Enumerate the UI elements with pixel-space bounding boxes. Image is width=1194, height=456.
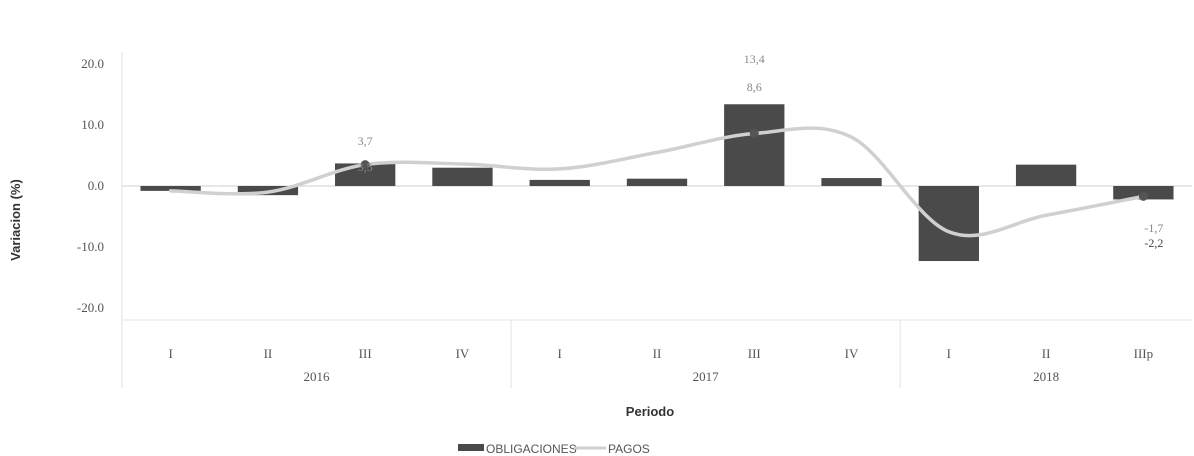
bar-obligaciones (918, 186, 979, 262)
data-label: -2,2 (1144, 236, 1163, 250)
x-group-label: 2016 (304, 369, 331, 384)
y-tick-label: 20.0 (81, 56, 104, 71)
marker-pagos (749, 129, 759, 139)
obligaciones-bars (140, 104, 1174, 262)
x-tick-label: II (264, 346, 273, 361)
bar-obligaciones (626, 178, 688, 186)
marker-pagos (1138, 191, 1148, 201)
x-tick-label: IIIp (1134, 346, 1154, 361)
line-pagos (168, 126, 1146, 238)
y-tick-label: 10.0 (81, 117, 104, 132)
point-pagos (266, 190, 270, 194)
x-group-label: 2018 (1033, 369, 1059, 384)
bar-obligaciones (821, 178, 882, 186)
point-pagos (947, 230, 951, 234)
y-tick-label: 0.0 (88, 178, 104, 193)
bar-obligaciones (432, 167, 493, 186)
x-group-label: 2017 (693, 369, 720, 384)
marker-pagos (360, 160, 370, 170)
x-tick-label: III (748, 346, 761, 361)
x-tick-label: II (653, 346, 662, 361)
point-pagos (850, 135, 854, 139)
x-tick-label: I (168, 346, 172, 361)
bar-obligaciones (529, 179, 590, 186)
x-tick-label: I (558, 346, 562, 361)
point-pagos (558, 167, 562, 171)
pagos-line (168, 126, 1148, 238)
data-label: 3,5 (358, 160, 373, 174)
point-pagos (460, 162, 464, 166)
y-tick-label: -20.0 (77, 300, 104, 315)
bar-obligaciones (724, 104, 785, 186)
x-tick-label: IV (456, 346, 470, 361)
bar-obligaciones (140, 186, 201, 191)
data-label: 3,7 (358, 134, 373, 148)
legend-obligaciones-swatch (458, 444, 484, 451)
x-tick-label: III (359, 346, 372, 361)
point-pagos (169, 189, 173, 193)
point-pagos (655, 150, 659, 154)
x-tick-label: II (1042, 346, 1051, 361)
legend-obligaciones-label: OBLIGACIONES (486, 442, 577, 456)
x-tick-label: IV (845, 346, 859, 361)
bar-obligaciones (1015, 164, 1077, 186)
legend: OBLIGACIONES PAGOS (458, 442, 650, 456)
legend-pagos-label: PAGOS (608, 442, 650, 456)
y-tick-label: -10.0 (77, 239, 104, 254)
x-axis-title: Periodo (626, 404, 674, 419)
point-pagos (1044, 213, 1048, 217)
data-label: 13,4 (744, 52, 765, 66)
data-label: 8,6 (747, 80, 762, 94)
data-labels: 3,7 3,5 13,4 8,6 -1,7-2,2 (358, 52, 1164, 250)
y-axis-title: Variacion (%) (8, 179, 23, 261)
x-tick-label: I (947, 346, 951, 361)
data-label: -1,7 (1144, 221, 1163, 235)
y-axis: 20.0 10.0 0.0 -10.0 -20.0 (77, 56, 104, 315)
